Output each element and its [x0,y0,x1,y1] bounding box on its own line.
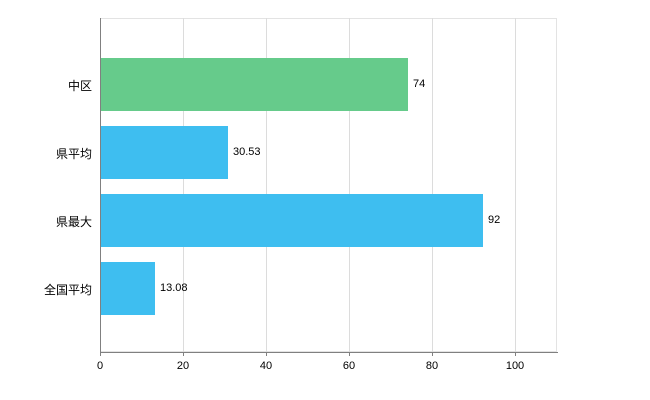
value-label: 92 [488,213,501,226]
x-tick-label: 80 [425,360,439,372]
bar-1 [101,57,408,111]
x-tick-mark [349,352,350,356]
x-tick-label: 100 [505,360,525,372]
x-tick-mark [515,352,516,356]
x-tick-mark [266,352,267,356]
x-tick-mark [183,352,184,356]
gridline [349,18,350,352]
x-tick-label: 20 [176,360,190,372]
gridline [432,18,433,352]
x-axis-line [100,352,558,353]
x-tick-label: 60 [342,360,356,372]
bar-3 [101,193,483,247]
category-label: 中区 [67,79,92,93]
value-label: 30.53 [233,145,261,158]
x-tick-label: 40 [259,360,273,372]
category-label: 全国平均 [43,283,92,297]
x-tick-label: 0 [96,360,104,372]
bar-2 [101,125,228,179]
value-label: 13.08 [160,281,188,294]
y-axis-line [100,18,101,353]
gridline [183,18,184,352]
gridline [515,18,516,352]
category-label: 県最大 [55,215,92,229]
bar-4 [101,261,155,315]
category-label: 県平均 [55,147,92,161]
x-tick-mark [432,352,433,356]
plot-area: 74 30.53 92 13.08 [100,18,557,352]
x-tick-mark [100,352,101,356]
gridline [266,18,267,352]
value-label: 74 [413,77,426,90]
